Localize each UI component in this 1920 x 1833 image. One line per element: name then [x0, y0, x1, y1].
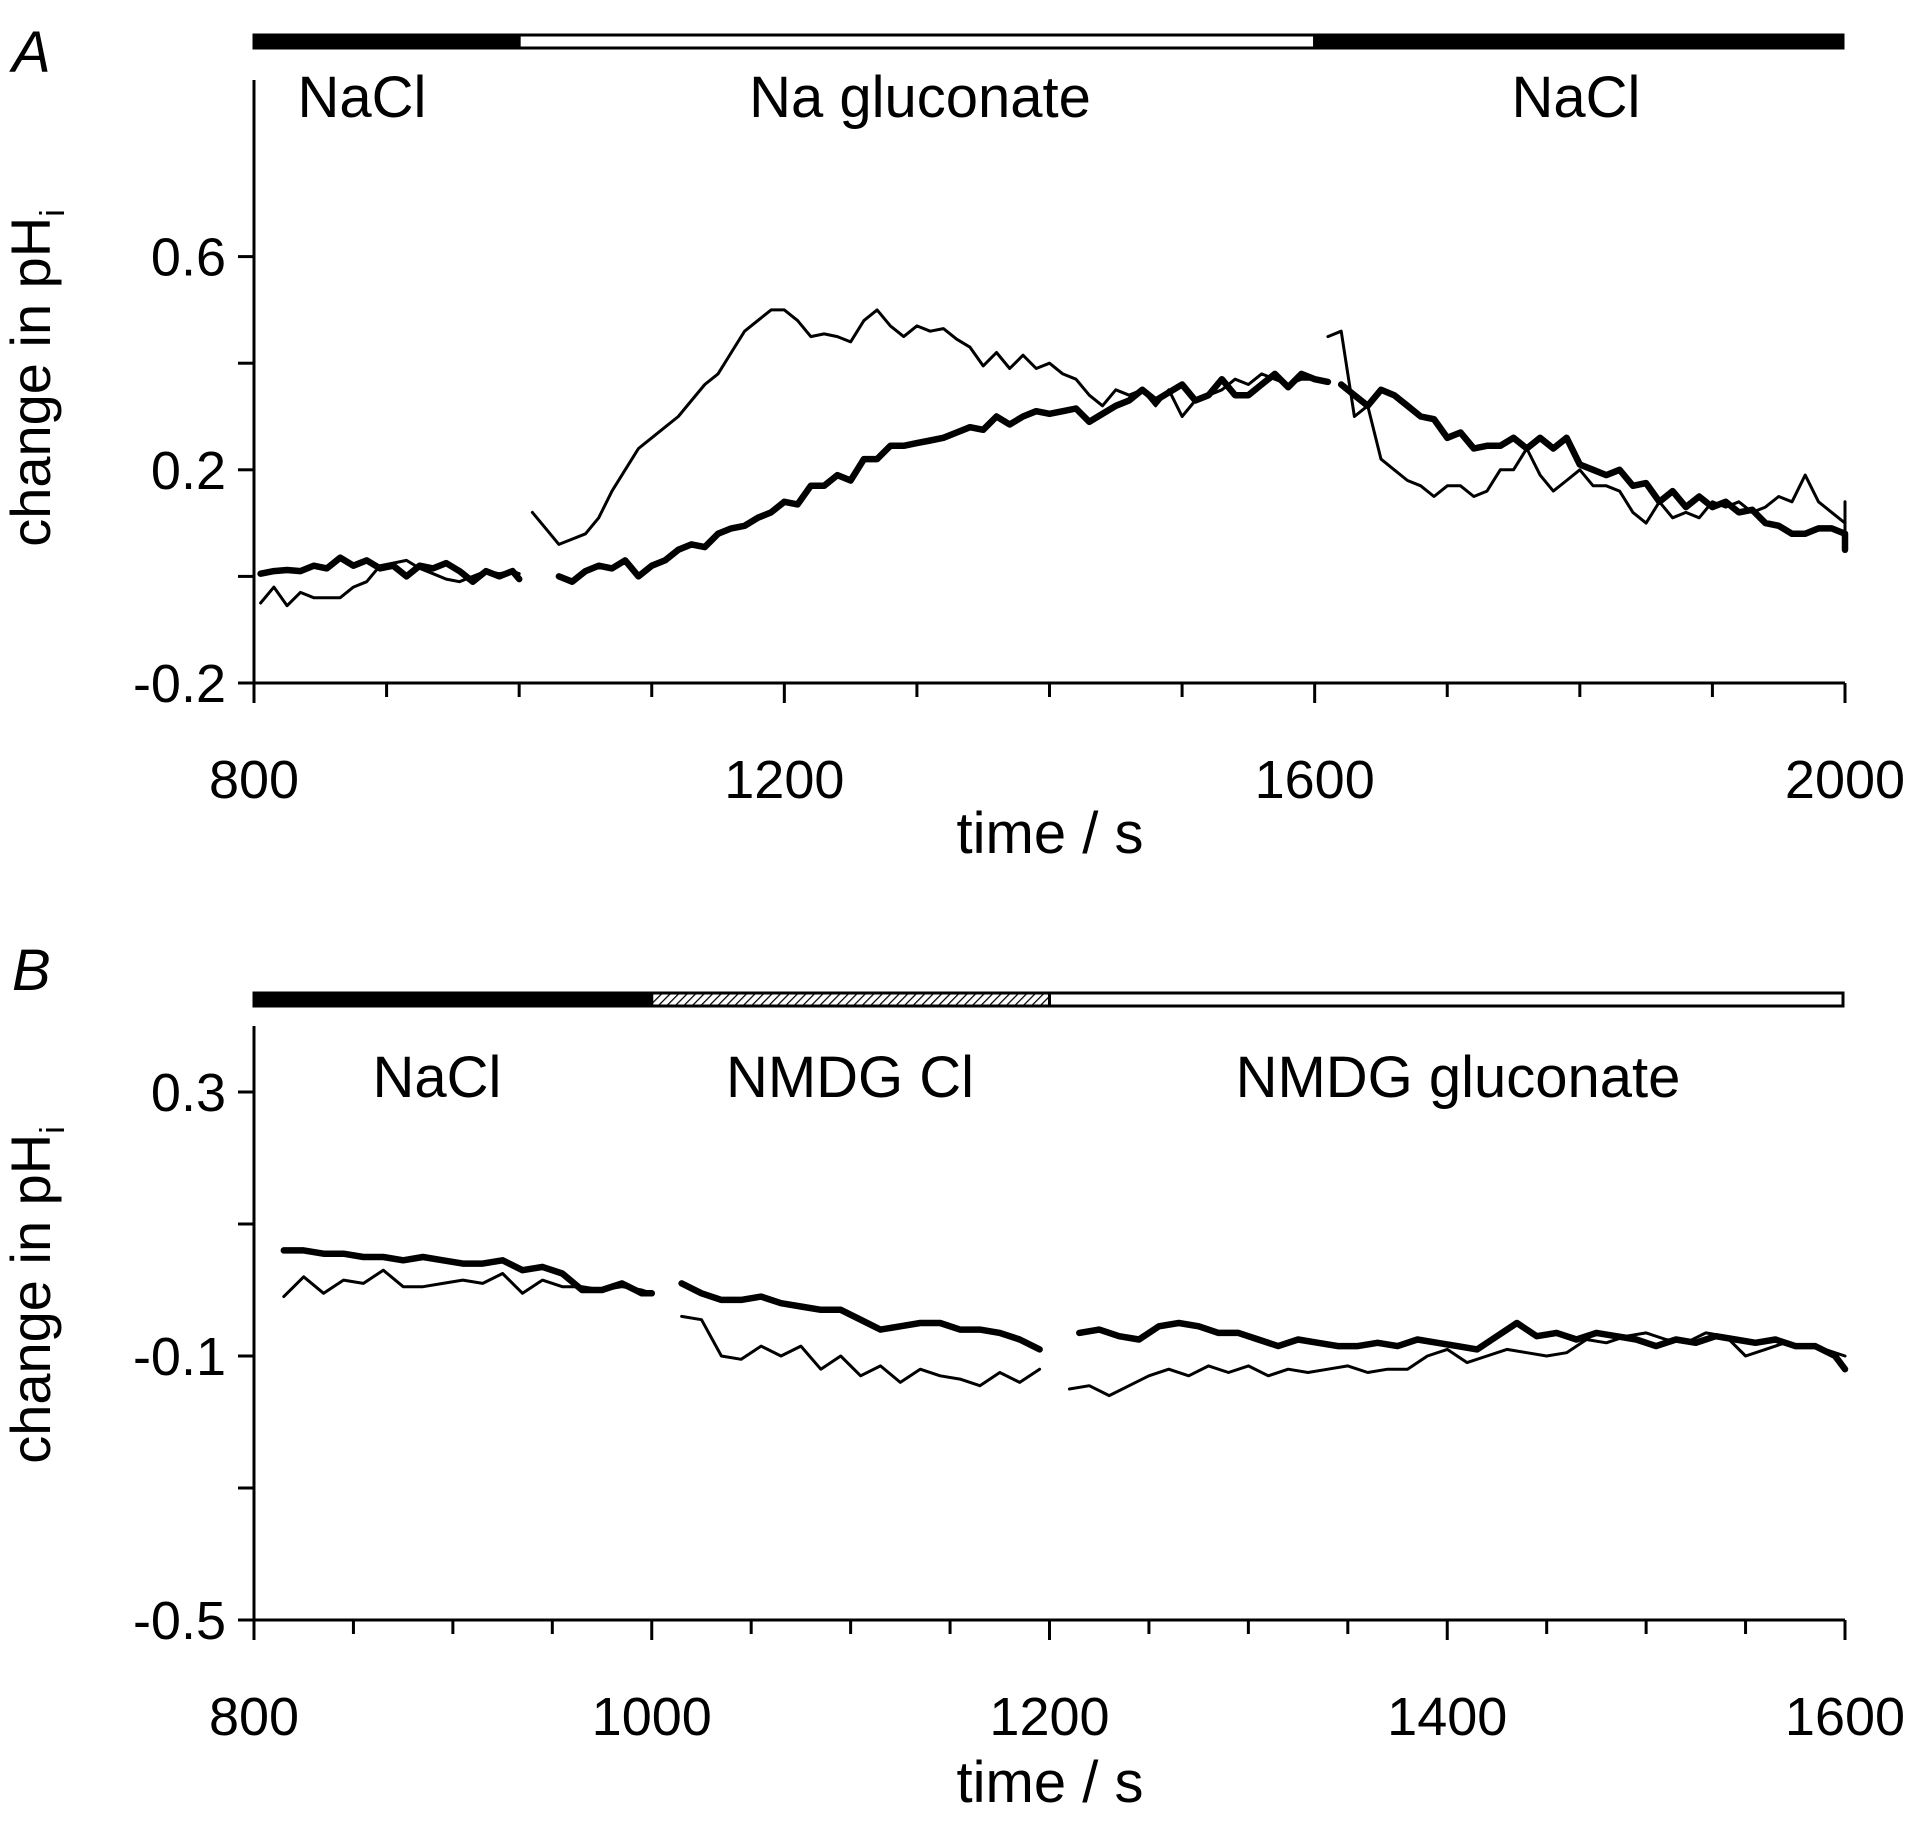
panel-b: B NaCl NMDG Cl NMDG gluconate 800 1000 1200 140… [0, 938, 1905, 1815]
panel-b-y-axis-label-main: change in pH [0, 1134, 62, 1464]
panel-b-x-tick-label-1: 1000 [592, 1687, 712, 1747]
panel-a-series-thick-segment-0 [257, 554, 523, 585]
panel-a-y-axis-label: change in pHi [0, 209, 72, 547]
panel-b-y-tick-label-2: 0.3 [151, 1063, 226, 1123]
panel-a-solution-label-2: NaCl [1512, 65, 1641, 130]
panel-a-letter: A [9, 20, 51, 85]
panel-a-solution-bar-1 [517, 33, 1317, 50]
panel-b-y-tick-label-1: -0.1 [133, 1327, 226, 1387]
panel-b-series-thick-segment-1 [678, 1280, 1043, 1353]
panel-a-x-axis-label: time / s [957, 801, 1144, 866]
panel-a-y-axis-label-subscript: i [34, 209, 72, 217]
panel-b-solution-label-1: NMDG Cl [726, 1045, 974, 1110]
panel-a-x-tick-label-3: 2000 [1785, 750, 1905, 810]
panel-a: A NaCl Na gluconate NaCl 800 1200 1600 2000 -0.2… [0, 20, 1905, 866]
panel-a-series-thin-segment-0 [259, 558, 521, 608]
panel-b-solution-bar-0 [252, 991, 654, 1008]
panel-a-solution-bar-2 [1313, 33, 1845, 50]
panel-a-solution-label-0: NaCl [298, 65, 427, 130]
panel-a-series-thick-segment-2 [1337, 381, 1849, 554]
panel-b-series-thick-segment-0 [280, 1247, 656, 1297]
panel-b-y-tick-label-0: -0.5 [133, 1591, 226, 1651]
panel-a-y-tick-label-2: 0.6 [151, 228, 226, 288]
panel-b-solution-label-2: NMDG gluconate [1236, 1045, 1681, 1110]
panel-a-series-thin-segment-2 [1326, 329, 1847, 536]
panel-a-x-tick-label-1: 1200 [724, 750, 844, 810]
panel-b-y-axis-label-subscript: i [34, 1126, 72, 1134]
panel-b-x-tick-label-4: 1600 [1785, 1687, 1905, 1747]
panel-a-x-tick-label-0: 800 [209, 750, 299, 810]
panel-b-series-thin-segment-1 [680, 1314, 1042, 1388]
panel-b-x-axis-label: time / s [957, 1750, 1144, 1815]
panel-a-y-tick-label-0: -0.2 [133, 654, 226, 714]
panel-b-y-axis-label: change in pHi [0, 1126, 72, 1464]
panel-a-solution-bar-0 [252, 33, 521, 50]
panel-a-series-thick-segment-1 [555, 370, 1332, 585]
panel-b-solution-bar-1 [650, 991, 1051, 1008]
panel-b-solution-bar-2 [1048, 991, 1845, 1008]
panel-a-series-thin-segment-1 [530, 308, 1317, 546]
panel-b-letter: B [12, 938, 51, 1003]
panel-b-series-thin-segment-2 [1067, 1331, 1847, 1398]
panel-b-solution-label-0: NaCl [373, 1045, 502, 1110]
panel-a-x-tick-label-2: 1600 [1255, 750, 1375, 810]
panel-a-y-tick-label-1: 0.2 [151, 441, 226, 501]
panel-b-x-tick-label-3: 1400 [1387, 1687, 1507, 1747]
panel-b-series-thick-segment-2 [1076, 1319, 1849, 1373]
panel-b-x-tick-label-0: 800 [209, 1687, 299, 1747]
panel-b-x-tick-label-2: 1200 [989, 1687, 1109, 1747]
panel-a-y-axis-label-main: change in pH [0, 217, 62, 547]
panel-a-solution-label-1: Na gluconate [749, 65, 1091, 130]
panel-b-series-thin-segment-0 [282, 1268, 654, 1299]
